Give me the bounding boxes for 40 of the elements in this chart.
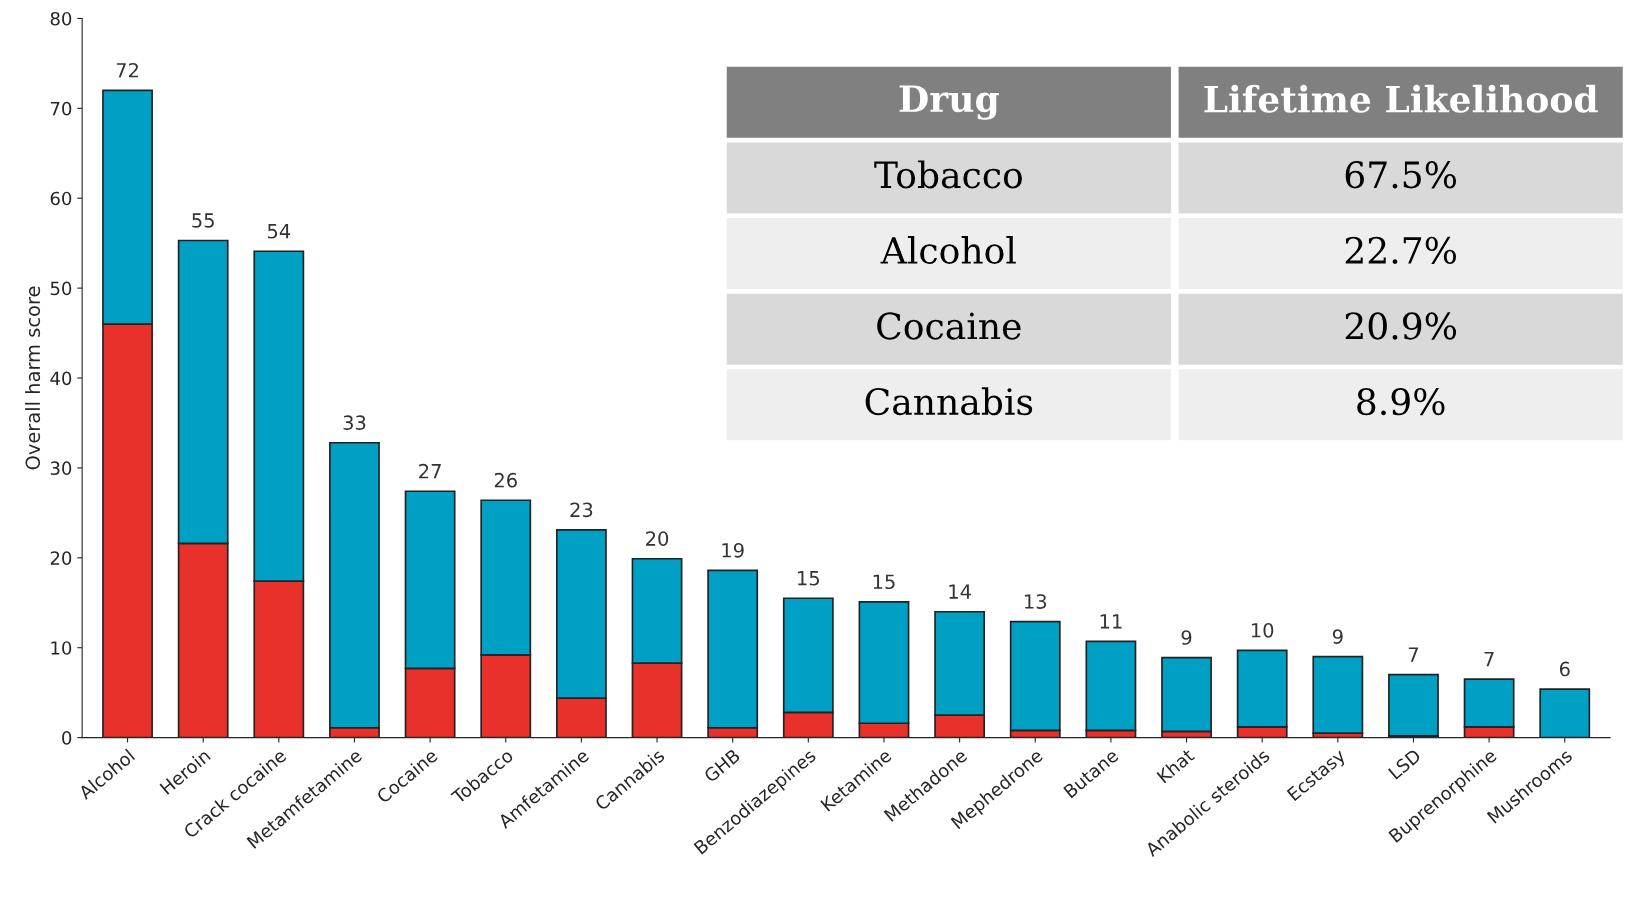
total-label: 9 [1181,630,1192,645]
y-axis-title: Overall harm score [25,286,41,470]
total-label: 15 [798,571,819,586]
annotation: Drug [899,85,999,120]
annotation: Lifetime Likelihood [1204,84,1598,113]
total-label: 10 [1251,622,1274,638]
y-tick-label: 80 [50,11,72,26]
total-label: 27 [419,463,441,479]
y-tick-label: 30 [50,461,72,476]
annotation: Cannabis [865,387,1033,416]
total-label: 15 [873,574,895,590]
annotation: Cocaine [877,312,1021,340]
y-tick-label: 70 [50,101,72,116]
total-label: 54 [267,224,291,239]
y-tick-label: 0 [62,731,72,745]
y-tick-label: 10 [51,641,72,655]
total-label: 26 [494,472,517,488]
total-label: 13 [1025,594,1047,609]
total-label: 55 [192,213,214,228]
y-tick-label: 40 [50,371,72,386]
annotation: Tobacco [874,160,1022,189]
y-tick-label: 20 [50,551,72,565]
annotation: Alcohol [880,236,1016,265]
total-label: 6 [1559,661,1570,677]
annotation: 22.7% [1345,236,1457,265]
y-tick-label: 50 [50,281,72,296]
total-label: 7 [1408,647,1418,662]
total-label: 11 [1100,614,1122,629]
total-label: 19 [722,542,744,558]
total-label: 20 [646,531,669,546]
annotation: 20.9% [1345,312,1457,340]
annotation: 67.5% [1345,161,1457,189]
total-label: 33 [343,415,366,430]
total-label: 23 [570,502,593,518]
total-label: 7 [1484,651,1494,667]
total-label: 9 [1332,629,1343,644]
annotation: 8.9% [1357,387,1445,416]
y-tick-label: 60 [50,191,72,206]
total-label: 72 [116,62,138,78]
total-label: 14 [949,584,971,599]
